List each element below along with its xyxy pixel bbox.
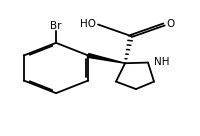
Polygon shape — [87, 54, 125, 63]
Text: HO: HO — [80, 19, 96, 29]
Text: NH: NH — [154, 57, 170, 67]
Text: O: O — [166, 19, 175, 29]
Text: Br: Br — [50, 21, 62, 31]
